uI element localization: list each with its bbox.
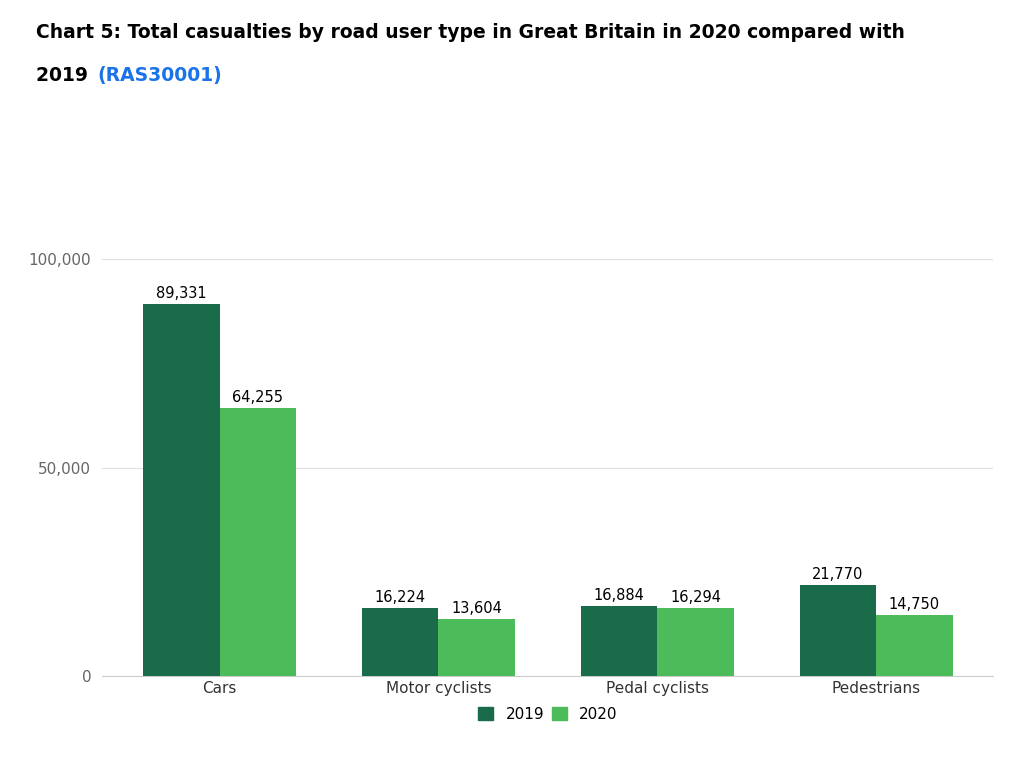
Text: 16,224: 16,224 (375, 591, 426, 605)
Bar (657, 608, 734, 676)
Text: 2019: 2019 (36, 66, 94, 85)
Text: 21,770: 21,770 (812, 567, 863, 582)
Text: 16,884: 16,884 (594, 587, 644, 603)
Bar (219, 408, 296, 676)
Text: 64,255: 64,255 (232, 390, 284, 406)
Bar (143, 304, 219, 676)
Text: 14,750: 14,750 (889, 597, 940, 611)
Text: 89,331: 89,331 (156, 286, 207, 301)
Bar (361, 608, 438, 676)
Text: Chart 5: Total casualties by road user type in Great Britain in 2020 compared wi: Chart 5: Total casualties by road user t… (36, 23, 905, 42)
Text: 16,294: 16,294 (670, 591, 721, 605)
Bar (877, 615, 952, 676)
Bar (581, 605, 657, 676)
Text: (RAS30001): (RAS30001) (97, 66, 222, 85)
Bar (438, 619, 515, 676)
Legend: 2019, 2020: 2019, 2020 (472, 701, 624, 728)
Bar (800, 585, 877, 676)
Text: 13,604: 13,604 (452, 601, 502, 616)
